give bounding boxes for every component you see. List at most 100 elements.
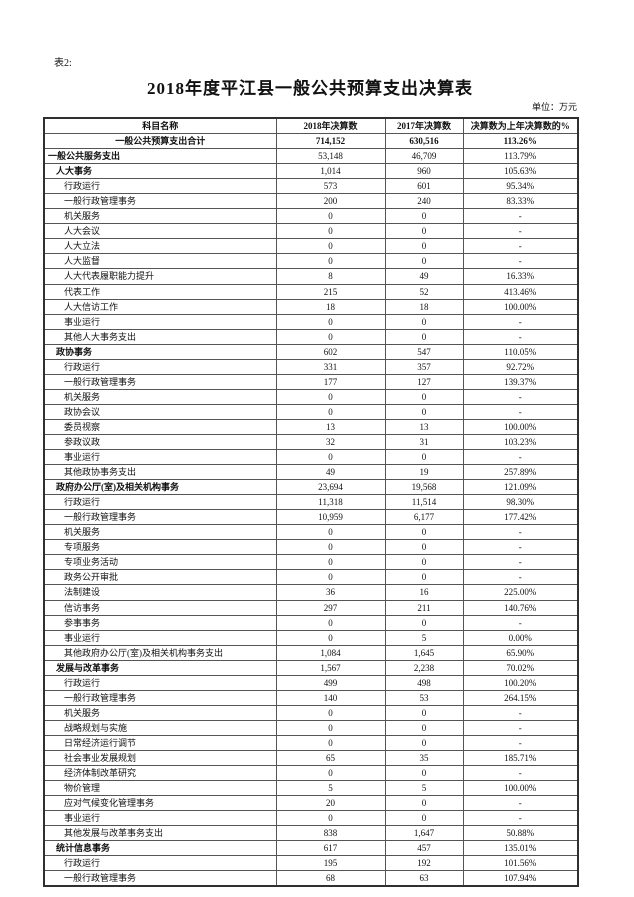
table-row: 行政运行 573 601 95.34% bbox=[43, 178, 579, 195]
row-value-percent: - bbox=[462, 524, 579, 541]
row-value-2017: 19,568 bbox=[384, 479, 464, 496]
page-title: 2018年度平江县一般公共预算支出决算表 bbox=[147, 79, 473, 98]
row-label: 一般行政管理事务 bbox=[43, 373, 277, 390]
column-header-percent: 决算数为上年决算数的% bbox=[462, 117, 579, 135]
row-label: 一般行政管理事务 bbox=[43, 870, 277, 887]
row-label: 参政议政 bbox=[43, 433, 277, 451]
row-value-2017: 0 bbox=[384, 614, 464, 631]
row-label: 事业运行 bbox=[43, 629, 277, 646]
table-row: 人大信访工作 18 18 100.00% bbox=[43, 298, 579, 315]
row-label: 其他政协事务支出 bbox=[43, 464, 277, 481]
row-value-2018: 331 bbox=[275, 358, 386, 375]
table-row: 政务公开审批 0 0- bbox=[43, 569, 579, 586]
row-value-2017: 11,514 bbox=[384, 494, 464, 511]
row-value-2018: 36 bbox=[275, 584, 386, 601]
row-value-percent: 100.00% bbox=[462, 780, 579, 797]
row-value-percent: 70.02% bbox=[462, 659, 579, 676]
row-label: 人大立法 bbox=[43, 238, 277, 255]
table-row: 其他政协事务支出 49 19 257.89% bbox=[43, 464, 579, 481]
row-value-percent: - bbox=[462, 810, 579, 827]
row-value-percent: 105.63% bbox=[462, 163, 579, 180]
row-label: 日常经济运行调节 bbox=[43, 734, 277, 751]
row-value-2018: 0 bbox=[275, 765, 386, 782]
row-label: 政务公开审批 bbox=[43, 569, 277, 586]
row-value-2017: 547 bbox=[384, 343, 464, 360]
row-value-percent: - bbox=[462, 223, 579, 240]
table-header-row: 科目名称 2018年决算数 2017年决算数 决算数为上年决算数的% bbox=[43, 117, 579, 135]
table-row: 人大监督 0 0- bbox=[43, 253, 579, 270]
row-label: 一般行政管理事务 bbox=[43, 689, 277, 706]
table-row: 统计信息事务 617 457 135.01% bbox=[43, 840, 579, 857]
row-label: 统计信息事务 bbox=[43, 840, 277, 857]
row-value-2017: 0 bbox=[384, 449, 464, 466]
row-value-percent: 100.00% bbox=[462, 418, 579, 435]
row-value-2017: 960 bbox=[384, 163, 464, 180]
row-label: 机关服务 bbox=[43, 208, 277, 225]
row-label: 行政运行 bbox=[43, 855, 277, 872]
row-value-percent: 98.30% bbox=[462, 494, 579, 511]
row-value-percent: 257.89% bbox=[462, 464, 579, 481]
row-value-2017: 1,647 bbox=[384, 825, 464, 842]
row-label: 事业运行 bbox=[43, 810, 277, 827]
row-value-2017: 0 bbox=[384, 719, 464, 736]
row-value-2018: 1,084 bbox=[275, 644, 386, 661]
row-value-percent: 16.33% bbox=[462, 268, 579, 285]
row-value-2018: 0 bbox=[275, 403, 386, 420]
row-value-percent: - bbox=[462, 614, 579, 631]
row-value-percent: 83.33% bbox=[462, 193, 579, 210]
table-row: 应对气候变化管理事务 20 0- bbox=[43, 795, 579, 812]
row-value-percent: 95.34% bbox=[462, 178, 579, 195]
row-value-2018: 177 bbox=[275, 373, 386, 390]
row-label: 参事事务 bbox=[43, 614, 277, 631]
column-header-2018: 2018年决算数 bbox=[275, 117, 386, 135]
row-value-2018: 0 bbox=[275, 629, 386, 646]
row-value-2017: 498 bbox=[384, 674, 464, 691]
table-row: 行政运行 11,318 11,514 98.30% bbox=[43, 494, 579, 511]
row-value-2017: 63 bbox=[384, 870, 464, 887]
row-value-percent: - bbox=[462, 704, 579, 721]
table-row: 行政运行 499 498 100.20% bbox=[43, 674, 579, 691]
row-value-percent: - bbox=[462, 719, 579, 736]
row-value-2018: 602 bbox=[275, 343, 386, 360]
row-value-percent: 264.15% bbox=[462, 689, 579, 706]
row-value-percent: 50.88% bbox=[462, 825, 579, 842]
row-value-percent: 113.26% bbox=[462, 133, 579, 150]
row-value-percent: - bbox=[462, 403, 579, 420]
table-row: 其他发展与改革事务支出 838 1,647 50.88% bbox=[43, 825, 579, 842]
row-value-percent: 92.72% bbox=[462, 358, 579, 375]
row-value-2018: 23,694 bbox=[275, 479, 386, 496]
row-value-percent: 100.20% bbox=[462, 674, 579, 691]
row-value-2018: 0 bbox=[275, 313, 386, 330]
row-value-2017: 0 bbox=[384, 524, 464, 541]
row-value-2018: 0 bbox=[275, 253, 386, 270]
row-label: 其他发展与改革事务支出 bbox=[43, 825, 277, 842]
table-row: 战略规划与实施 0 0- bbox=[43, 719, 579, 736]
row-value-percent: - bbox=[462, 238, 579, 255]
row-label: 机关服务 bbox=[43, 704, 277, 721]
row-value-2017: 0 bbox=[384, 313, 464, 330]
row-value-2017: 0 bbox=[384, 569, 464, 586]
row-value-2018: 0 bbox=[275, 810, 386, 827]
row-label: 机关服务 bbox=[43, 388, 277, 405]
table-row: 事业运行 0 0- bbox=[43, 810, 579, 827]
table-row: 一般行政管理事务 177 127 139.37% bbox=[43, 373, 579, 390]
row-value-2018: 0 bbox=[275, 328, 386, 345]
row-value-percent: 110.05% bbox=[462, 343, 579, 360]
row-value-2017: 601 bbox=[384, 178, 464, 195]
row-value-2017: 18 bbox=[384, 298, 464, 315]
row-value-2018: 68 bbox=[275, 870, 386, 887]
row-value-2018: 49 bbox=[275, 464, 386, 481]
table-row: 机关服务 0 0- bbox=[43, 208, 579, 225]
row-value-2017: 6,177 bbox=[384, 509, 464, 526]
row-value-percent: - bbox=[462, 449, 579, 466]
row-value-2018: 8 bbox=[275, 268, 386, 285]
row-value-percent: - bbox=[462, 328, 579, 345]
row-value-percent: 225.00% bbox=[462, 584, 579, 601]
row-label: 社会事业发展规划 bbox=[43, 749, 277, 767]
unit-note: 单位：万元 bbox=[531, 102, 577, 112]
table-row: 一般行政管理事务 200 240 83.33% bbox=[43, 193, 579, 210]
row-value-2018: 0 bbox=[275, 208, 386, 225]
row-value-2017: 0 bbox=[384, 554, 464, 571]
table-row: 行政运行 195 192 101.56% bbox=[43, 855, 579, 872]
row-label: 机关服务 bbox=[43, 524, 277, 541]
